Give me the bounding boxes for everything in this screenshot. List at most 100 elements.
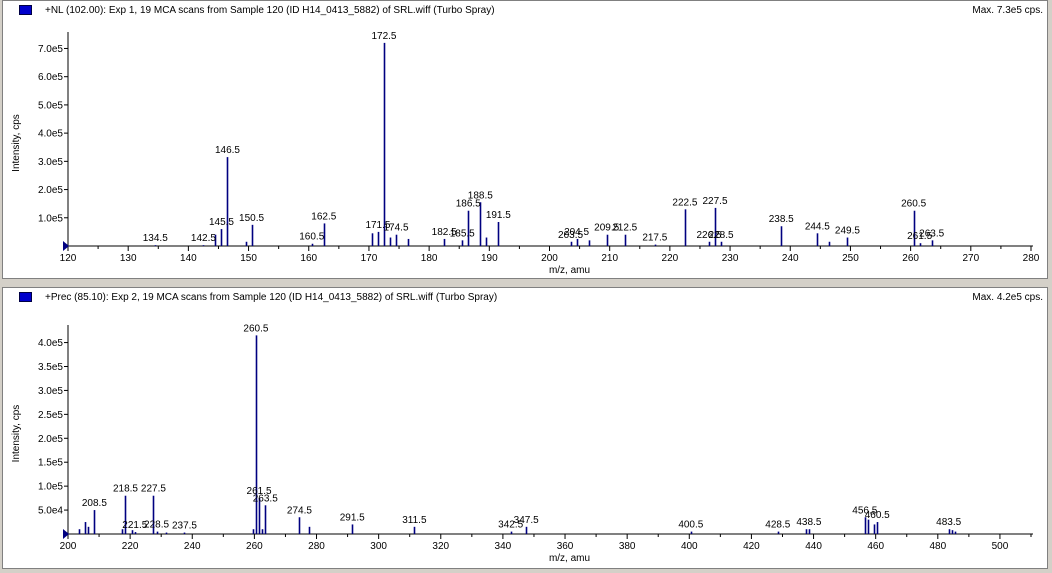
x-tick-label: 200 (541, 253, 558, 264)
spectrum-title: +NL (102.00): Exp 1, 19 MCA scans from S… (45, 5, 495, 16)
x-tick-label: 320 (432, 541, 449, 552)
peak-label: 483.5 (936, 517, 961, 528)
peak-label: 226.5 (696, 230, 721, 241)
peak-label: 191.5 (486, 210, 511, 221)
peak-label: 145.5 (209, 217, 234, 228)
y-tick-label: 1.0e5 (38, 482, 63, 493)
x-tick-label: 140 (180, 253, 197, 264)
peak-label: 460.5 (865, 510, 890, 521)
peak-label: 237.5 (172, 521, 197, 532)
x-tick-label: 200 (60, 541, 77, 552)
peak-label: 146.5 (215, 145, 240, 156)
legend-swatch[interactable] (19, 5, 32, 15)
x-tick-label: 420 (743, 541, 760, 552)
x-tick-label: 270 (962, 253, 979, 264)
peak-label: 263.5 (919, 228, 944, 239)
x-tick-label: 160 (300, 253, 317, 264)
x-tick-label: 130 (120, 253, 137, 264)
x-tick-label: 230 (722, 253, 739, 264)
y-tick-label: 1.0e5 (38, 213, 63, 224)
peak-label: 221.5 (122, 520, 147, 531)
spectrum-title: +Prec (85.10): Exp 2, 19 MCA scans from … (45, 292, 498, 303)
peak-label: 238.5 (769, 214, 794, 225)
peak-label: 311.5 (402, 515, 427, 526)
peak-label: 218.5 (113, 484, 138, 495)
origin-marker-icon (63, 241, 69, 251)
x-axis-title: m/z, amu (549, 553, 590, 564)
y-tick-label: 3.5e5 (38, 362, 63, 373)
peak-label: 456.5 (852, 505, 877, 516)
peak-label: 400.5 (678, 520, 703, 531)
legend-swatch[interactable] (19, 292, 32, 302)
peak-label: 212.5 (612, 223, 637, 234)
x-tick-label: 260 (902, 253, 919, 264)
spectrum-plot[interactable]: 200 220 240 260 280 300 320 340 360 380 400 420 440 4… (3, 288, 1047, 568)
peak-label: 186.5 (456, 199, 481, 210)
peak-label: 204.5 (564, 227, 589, 238)
peak-label: 208.5 (82, 498, 107, 509)
x-axis-title: m/z, amu (549, 265, 590, 276)
peak-label: 249.5 (835, 226, 860, 237)
y-tick-label: 2.5e5 (38, 410, 63, 421)
y-tick-label: 6.0e5 (38, 72, 63, 83)
peak-label: 188.5 (468, 190, 493, 201)
y-tick-label: 5.0e5 (38, 100, 63, 111)
y-tick-label: 2.0e5 (38, 185, 63, 196)
x-tick-label: 300 (370, 541, 387, 552)
peak-label: 227.5 (703, 196, 728, 207)
origin-marker-icon (63, 529, 69, 539)
peak-label: 260.5 (901, 199, 926, 210)
peak-label: 222.5 (672, 197, 697, 208)
x-tick-label: 360 (557, 541, 574, 552)
peak-label: 182.5 (432, 227, 457, 238)
x-tick-label: 240 (782, 253, 799, 264)
x-tick-label: 500 (992, 541, 1009, 552)
spectrum-panel-nl: +NL (102.00): Exp 1, 19 MCA scans from S… (2, 0, 1048, 279)
peak-label: 209.5 (594, 223, 619, 234)
y-tick-label: 5.0e4 (38, 506, 63, 517)
y-axis-title: Intensity, cps (11, 114, 22, 172)
x-tick-label: 220 (662, 253, 679, 264)
max-intensity-label: Max. 7.3e5 cps. (972, 5, 1043, 16)
spectrum-panel-prec: +Prec (85.10): Exp 2, 19 MCA scans from … (2, 287, 1048, 569)
x-tick-label: 220 (122, 541, 139, 552)
x-tick-label: 250 (842, 253, 859, 264)
x-tick-label: 260 (246, 541, 263, 552)
x-tick-label: 380 (619, 541, 636, 552)
x-tick-label: 440 (805, 541, 822, 552)
peak-label: 261.5 (247, 486, 272, 497)
max-intensity-label: Max. 4.2e5 cps. (972, 292, 1043, 303)
peak-label: 291.5 (340, 512, 365, 523)
peak-label: 274.5 (287, 505, 312, 516)
peak-label: 174.5 (384, 223, 409, 234)
peak-label: 150.5 (239, 213, 264, 224)
peak-label: 260.5 (243, 323, 268, 334)
peak-label: 134.5 (143, 233, 168, 244)
peak-label: 244.5 (805, 221, 830, 232)
x-tick-label: 280 (308, 541, 325, 552)
x-tick-label: 480 (929, 541, 946, 552)
x-tick-label: 280 (1023, 253, 1040, 264)
y-tick-label: 4.0e5 (38, 338, 63, 349)
y-axis-title: Intensity, cps (11, 405, 22, 463)
y-tick-label: 2.0e5 (38, 434, 63, 445)
peak-label: 227.5 (141, 484, 166, 495)
x-tick-label: 120 (60, 253, 77, 264)
y-tick-label: 1.5e5 (38, 458, 63, 469)
peak-label: 438.5 (796, 517, 821, 528)
peak-label: 217.5 (642, 233, 667, 244)
panel-header: +Prec (85.10): Exp 2, 19 MCA scans from … (3, 288, 1047, 308)
x-tick-label: 170 (361, 253, 378, 264)
x-tick-label: 340 (495, 541, 512, 552)
spectrum-plot[interactable]: 120 130 140 150 160 170 180 190 200 210 220 230 240 2… (3, 1, 1047, 278)
x-tick-label: 400 (681, 541, 698, 552)
x-tick-label: 150 (240, 253, 257, 264)
peak-label: 228.5 (709, 230, 734, 241)
panel-header: +NL (102.00): Exp 1, 19 MCA scans from S… (3, 1, 1047, 21)
peak-label: 160.5 (299, 232, 324, 243)
x-tick-label: 240 (184, 541, 201, 552)
peak-label: 428.5 (765, 520, 790, 531)
peak-label: 172.5 (371, 31, 396, 42)
y-tick-label: 3.0e5 (38, 386, 63, 397)
peak-label: 263.5 (253, 493, 278, 504)
